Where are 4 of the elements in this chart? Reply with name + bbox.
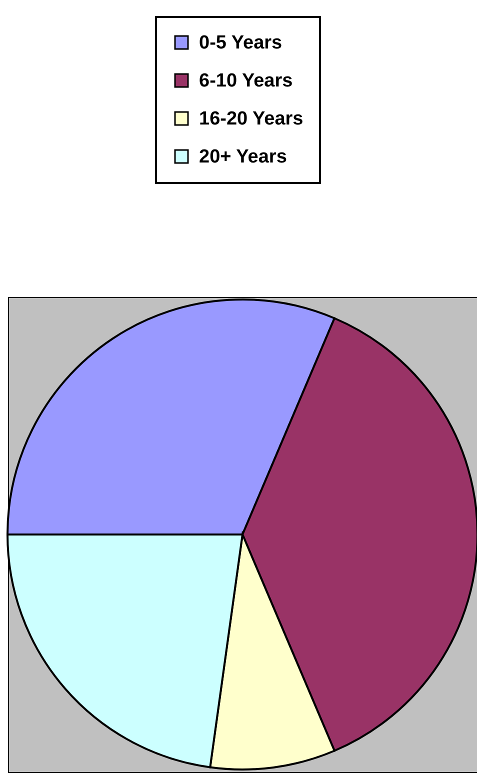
legend-label: 0-5 Years — [199, 32, 282, 54]
legend-label: 6-10 Years — [199, 70, 293, 92]
legend-label: 20+ Years — [199, 146, 287, 168]
legend-label: 16-20 Years — [199, 108, 304, 130]
